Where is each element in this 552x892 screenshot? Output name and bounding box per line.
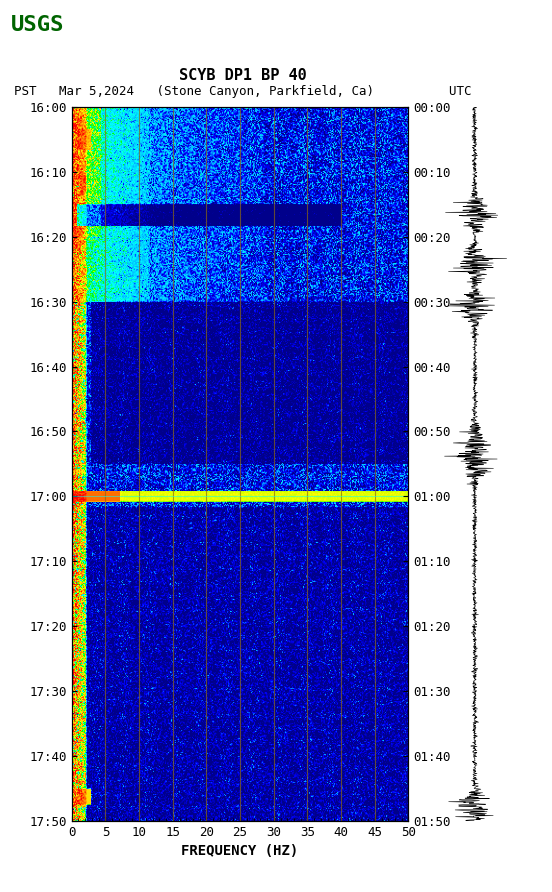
Text: SCYB DP1 BP 40: SCYB DP1 BP 40 [179,69,307,83]
Text: USGS: USGS [11,15,65,35]
X-axis label: FREQUENCY (HZ): FREQUENCY (HZ) [182,844,299,858]
Text: PST   Mar 5,2024   (Stone Canyon, Parkfield, Ca)          UTC: PST Mar 5,2024 (Stone Canyon, Parkfield,… [14,86,471,98]
